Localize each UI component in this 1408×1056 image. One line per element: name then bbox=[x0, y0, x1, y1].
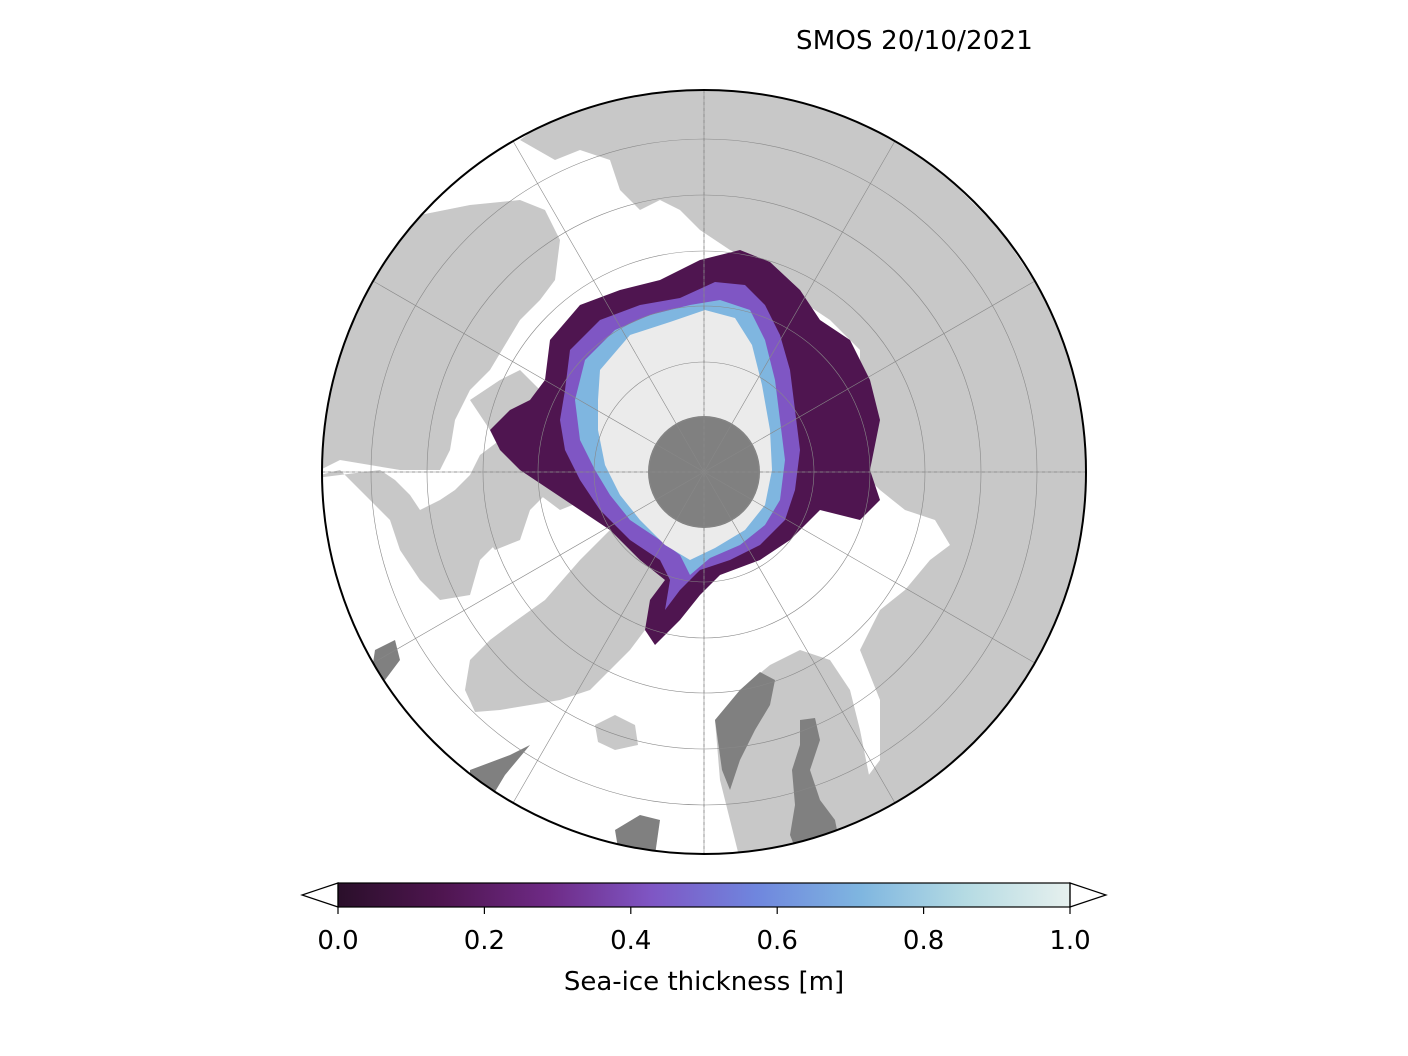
map-disc bbox=[322, 90, 1086, 854]
land-scandinavia-dark bbox=[715, 672, 775, 790]
colorbar-body bbox=[338, 883, 1070, 907]
lakes-hudson bbox=[372, 640, 400, 680]
map-title: SMOS 20/10/2021 bbox=[796, 26, 1034, 56]
land-iceland bbox=[595, 715, 638, 750]
colorbar bbox=[300, 882, 1108, 914]
land-canada bbox=[322, 440, 560, 600]
colorbar-tick-label: 0.6 bbox=[756, 926, 798, 956]
colorbar-tick-label: 0.8 bbox=[902, 926, 945, 956]
colorbar-extend-max bbox=[1069, 882, 1108, 908]
colorbar-extend-min bbox=[300, 882, 339, 908]
lakes-baltic bbox=[790, 718, 840, 854]
land-greenland bbox=[465, 515, 690, 712]
colorbar-outline bbox=[337, 882, 1071, 908]
colorbar-label: Sea-ice thickness [m] bbox=[563, 967, 845, 997]
map-boundary bbox=[321, 89, 1087, 855]
colorbar-tick-label: 1.0 bbox=[1049, 926, 1091, 956]
colorbar-tick-label: 0.0 bbox=[317, 926, 359, 956]
land-eurasia bbox=[520, 90, 1086, 854]
colorbar-ticks bbox=[337, 907, 1071, 914]
colorbar-tick-label: 0.4 bbox=[610, 926, 652, 956]
graticule-axes bbox=[322, 90, 1086, 854]
colorbar-tick-label: 0.2 bbox=[463, 926, 506, 956]
